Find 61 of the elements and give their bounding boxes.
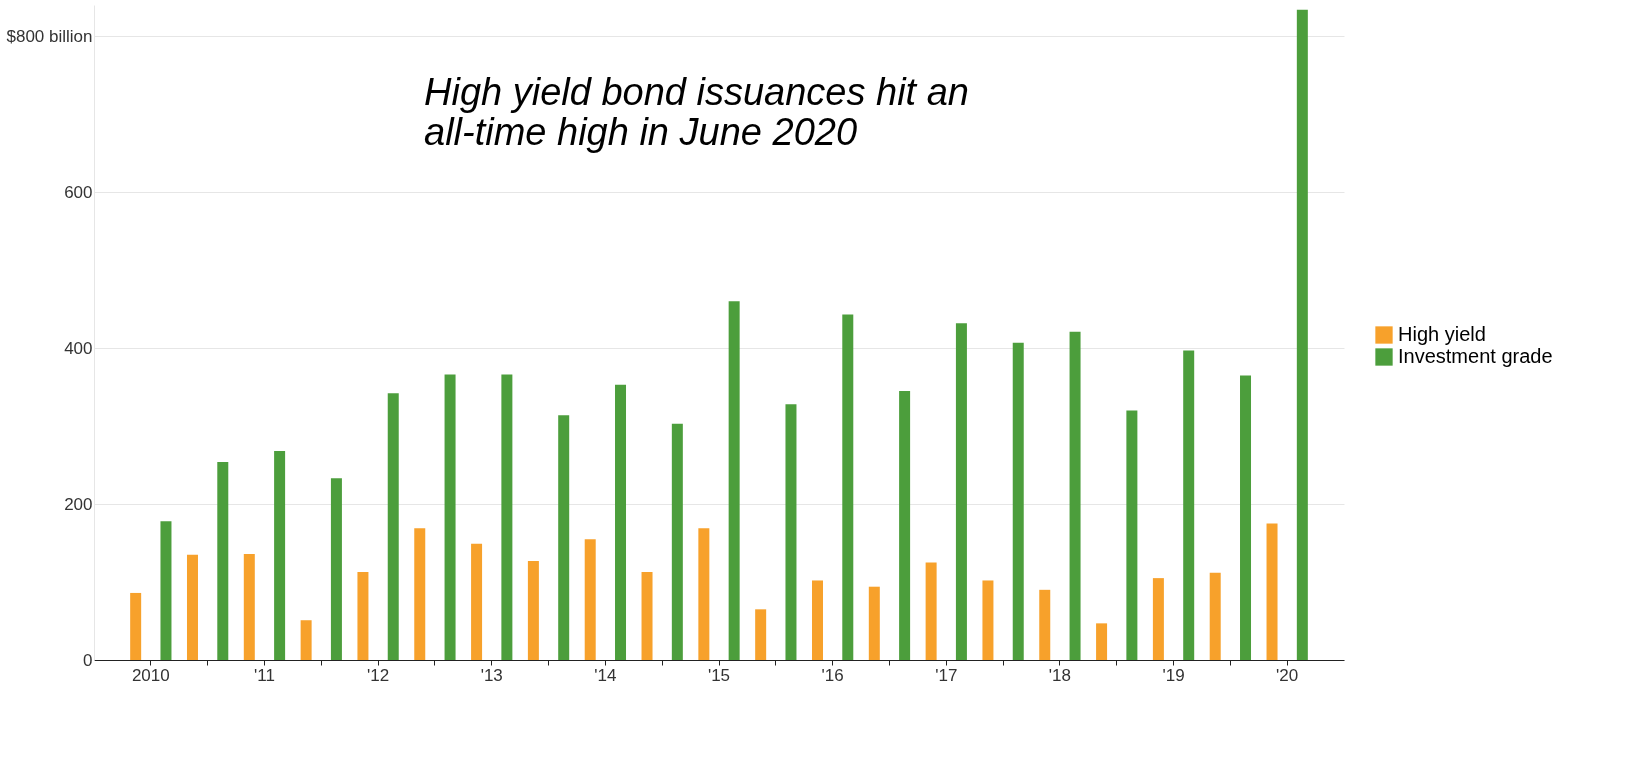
bar <box>842 314 854 660</box>
bar <box>1296 9 1308 660</box>
bar <box>728 301 740 660</box>
y-tick-label: 200 <box>64 494 93 514</box>
bar <box>471 543 483 660</box>
bar <box>1069 331 1081 660</box>
bar <box>755 609 767 660</box>
x-tick-label: '14 <box>594 665 617 685</box>
y-tick-label: 0 <box>83 650 93 670</box>
x-tick-label: '17 <box>935 665 958 685</box>
bar <box>1240 375 1252 660</box>
annotation: High yield bond issuances hit an all-time high in June 2020 <box>424 71 970 153</box>
bar <box>330 478 342 660</box>
bar <box>1183 350 1195 660</box>
bar <box>217 461 229 660</box>
x-tick-label: '19 <box>1162 665 1185 685</box>
bar <box>300 620 312 660</box>
bar <box>558 415 570 660</box>
y-tick-label: $800 billion <box>6 26 93 46</box>
bar <box>1266 523 1278 660</box>
bar <box>982 580 994 660</box>
bar <box>357 571 369 660</box>
bar <box>868 586 880 660</box>
bar <box>501 374 513 660</box>
y-tick-label: 400 <box>64 338 93 358</box>
bar <box>160 521 172 660</box>
legend-label: High yield <box>1398 323 1486 345</box>
bar <box>925 562 937 660</box>
bar <box>1209 572 1221 660</box>
bar <box>584 539 596 660</box>
bar <box>1039 589 1051 660</box>
bar <box>186 554 198 660</box>
bar <box>527 560 539 660</box>
bar <box>698 528 710 660</box>
bar <box>1126 410 1138 660</box>
x-tick-label: '18 <box>1048 665 1071 685</box>
bar <box>130 592 142 660</box>
x-tick-label: '15 <box>707 665 731 685</box>
bar <box>1152 578 1164 660</box>
bar <box>414 528 426 660</box>
bar <box>243 553 255 660</box>
bar <box>641 571 653 660</box>
bar <box>274 451 286 660</box>
bar <box>671 423 683 660</box>
x-tick-label: '16 <box>821 665 844 685</box>
x-tick-label: 2010 <box>131 665 170 685</box>
bar <box>811 580 823 660</box>
legend-label: Investment grade <box>1398 345 1553 367</box>
x-tick-label: '11 <box>254 665 275 685</box>
x-tick-label: '12 <box>367 665 390 685</box>
x-tick-label: '20 <box>1276 665 1299 685</box>
bar <box>1096 623 1108 660</box>
x-tick-label: '13 <box>480 665 503 685</box>
bar <box>615 384 627 660</box>
bar <box>785 404 797 660</box>
bar <box>444 374 456 660</box>
y-tick-label: 600 <box>64 182 93 202</box>
bar <box>387 393 399 660</box>
bar <box>955 323 967 660</box>
bar <box>899 390 911 660</box>
bar <box>1012 342 1024 660</box>
